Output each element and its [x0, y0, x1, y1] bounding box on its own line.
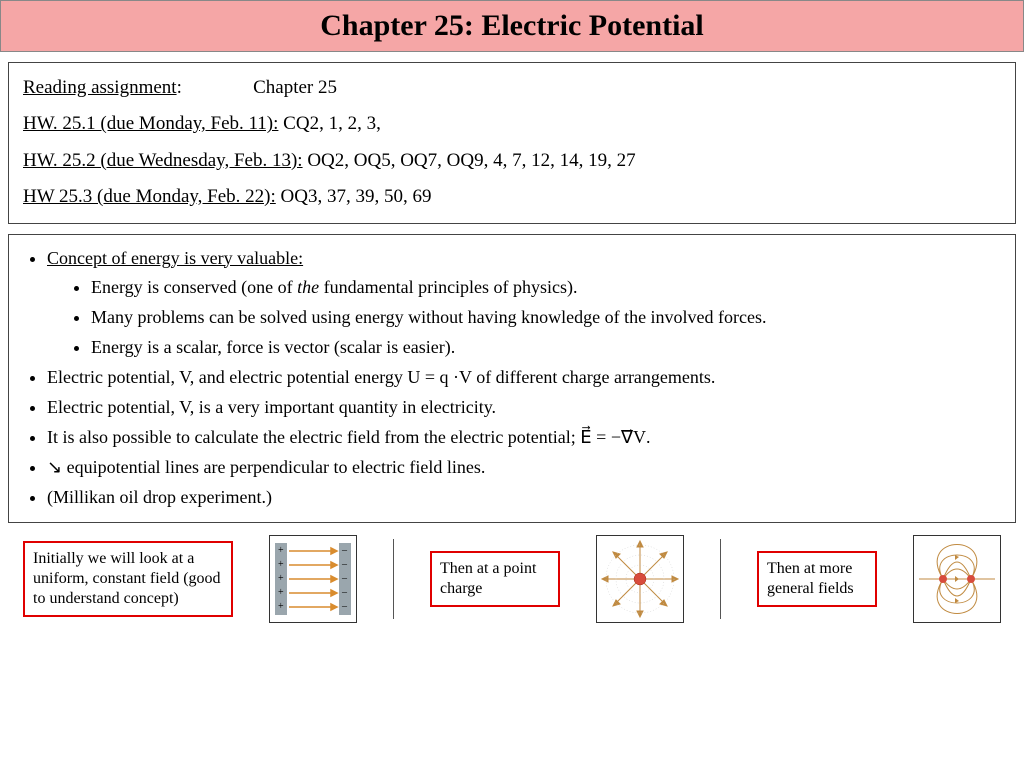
concept-b3: Electric potential, V, is a very importa… — [47, 394, 1001, 422]
concept-sub1: Energy is conserved (one of the fundamen… — [91, 274, 1001, 302]
hw2-label: HW. 25.2 (due Wednesday, Feb. 13): — [23, 150, 303, 171]
caption-general: Then at more general fields — [757, 551, 877, 607]
hw3-label: HW 25.3 (due Monday, Feb. 22): — [23, 186, 276, 207]
point-charge-svg — [600, 539, 680, 619]
reading-value: Chapter 25 — [253, 77, 337, 98]
concept-heading-text: Concept of energy is very valuable: — [47, 248, 303, 268]
sub1-rest: fundamental principles of physics). — [319, 277, 577, 297]
concept-b6: (Millikan oil drop experiment.) — [47, 484, 1001, 512]
svg-text:+: + — [278, 559, 284, 570]
hw1-line: HW. 25.1 (due Monday, Feb. 11): CQ2, 1, … — [23, 109, 1001, 139]
separator-1 — [393, 539, 394, 619]
concept-sub3: Energy is a scalar, force is vector (sca… — [91, 334, 1001, 362]
caption-point: Then at a point charge — [430, 551, 560, 607]
concept-sub2: Many problems can be solved using energy… — [91, 304, 1001, 332]
dipole-svg — [915, 537, 999, 621]
hw2-value: OQ2, OQ5, OQ7, OQ9, 4, 7, 12, 14, 19, 27 — [303, 150, 636, 171]
concept-b4: It is also possible to calculate the ele… — [47, 424, 1001, 452]
b4-pre: It is also possible to calculate the ele… — [47, 427, 580, 447]
diagram-dipole-field — [913, 535, 1001, 623]
concept-b2: Electric potential, V, and electric pote… — [47, 364, 1001, 392]
concepts-list: Concept of energy is very valuable: Ener… — [23, 245, 1001, 512]
svg-text:+: + — [278, 573, 284, 584]
diagram-uniform-field: + + + + + – – – – – — [269, 535, 357, 623]
page-title: Chapter 25: Electric Potential — [0, 0, 1024, 52]
assignments-box: Reading assignment: Chapter 25 HW. 25.1 … — [8, 62, 1016, 224]
diagram-point-charge — [596, 535, 684, 623]
hw2-line: HW. 25.2 (due Wednesday, Feb. 13): OQ2, … — [23, 146, 1001, 176]
svg-text:+: + — [278, 545, 284, 556]
svg-text:–: – — [341, 559, 348, 570]
hw1-label: HW. 25.1 (due Monday, Feb. 11): — [23, 113, 278, 134]
svg-text:–: – — [341, 601, 348, 612]
reading-assignment-line: Reading assignment: Chapter 25 — [23, 73, 1001, 103]
separator-2 — [720, 539, 721, 619]
b4-post: . — [646, 427, 651, 447]
caption-uniform: Initially we will look at a uniform, con… — [23, 541, 233, 617]
hw3-value: OQ3, 37, 39, 50, 69 — [276, 186, 432, 207]
svg-text:+: + — [278, 587, 284, 598]
svg-text:–: – — [341, 587, 348, 598]
hw3-line: HW 25.3 (due Monday, Feb. 22): OQ3, 37, … — [23, 182, 1001, 212]
concept-heading: Concept of energy is very valuable: Ener… — [47, 245, 1001, 363]
bottom-row: Initially we will look at a uniform, con… — [0, 531, 1024, 627]
uniform-field-svg: + + + + + – – – – – — [273, 539, 353, 619]
concepts-box: Concept of energy is very valuable: Ener… — [8, 234, 1016, 523]
hw1-value: CQ2, 1, 2, 3, — [278, 113, 380, 134]
sub1-em: the — [297, 277, 319, 297]
b4-formula: E⃗ = −∇⃗V — [580, 427, 646, 447]
reading-label: Reading assignment — [23, 77, 177, 98]
sub1-pre: Energy is conserved (one of — [91, 277, 297, 297]
svg-text:–: – — [341, 545, 348, 556]
svg-text:+: + — [278, 601, 284, 612]
svg-text:–: – — [341, 573, 348, 584]
concept-b5: ↘ equipotential lines are perpendicular … — [47, 454, 1001, 482]
